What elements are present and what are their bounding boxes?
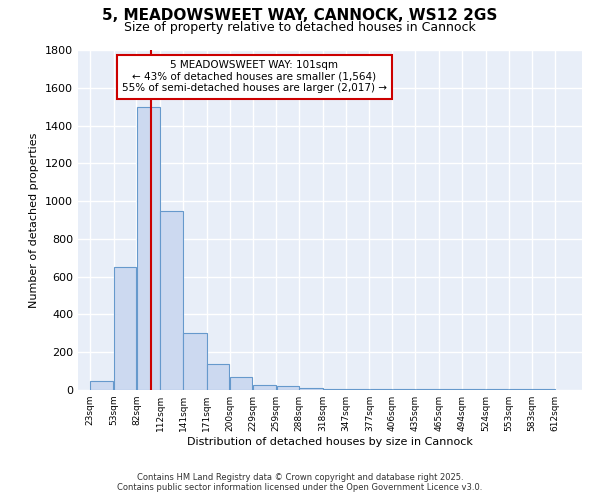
Bar <box>114 267 136 390</box>
Bar <box>230 377 253 390</box>
Bar <box>439 389 461 390</box>
Bar <box>253 386 276 390</box>
Bar <box>90 380 113 390</box>
Bar <box>346 389 369 390</box>
Bar <box>486 389 508 390</box>
Bar <box>299 388 323 390</box>
Bar <box>160 210 183 390</box>
Bar <box>392 389 415 390</box>
Y-axis label: Number of detached properties: Number of detached properties <box>29 132 40 308</box>
Bar <box>370 389 392 390</box>
Bar <box>277 386 299 390</box>
Text: Contains HM Land Registry data © Crown copyright and database right 2025.
Contai: Contains HM Land Registry data © Crown c… <box>118 473 482 492</box>
Text: Size of property relative to detached houses in Cannock: Size of property relative to detached ho… <box>124 21 476 34</box>
Bar <box>184 334 206 390</box>
Bar <box>323 389 346 390</box>
Bar <box>462 389 485 390</box>
Bar <box>416 389 439 390</box>
Bar <box>207 364 229 390</box>
Text: 5 MEADOWSWEET WAY: 101sqm
← 43% of detached houses are smaller (1,564)
55% of se: 5 MEADOWSWEET WAY: 101sqm ← 43% of detac… <box>122 60 387 94</box>
Bar <box>532 389 555 390</box>
Bar <box>509 389 532 390</box>
X-axis label: Distribution of detached houses by size in Cannock: Distribution of detached houses by size … <box>187 437 473 447</box>
Bar <box>137 106 160 390</box>
Text: 5, MEADOWSWEET WAY, CANNOCK, WS12 2GS: 5, MEADOWSWEET WAY, CANNOCK, WS12 2GS <box>103 8 497 22</box>
